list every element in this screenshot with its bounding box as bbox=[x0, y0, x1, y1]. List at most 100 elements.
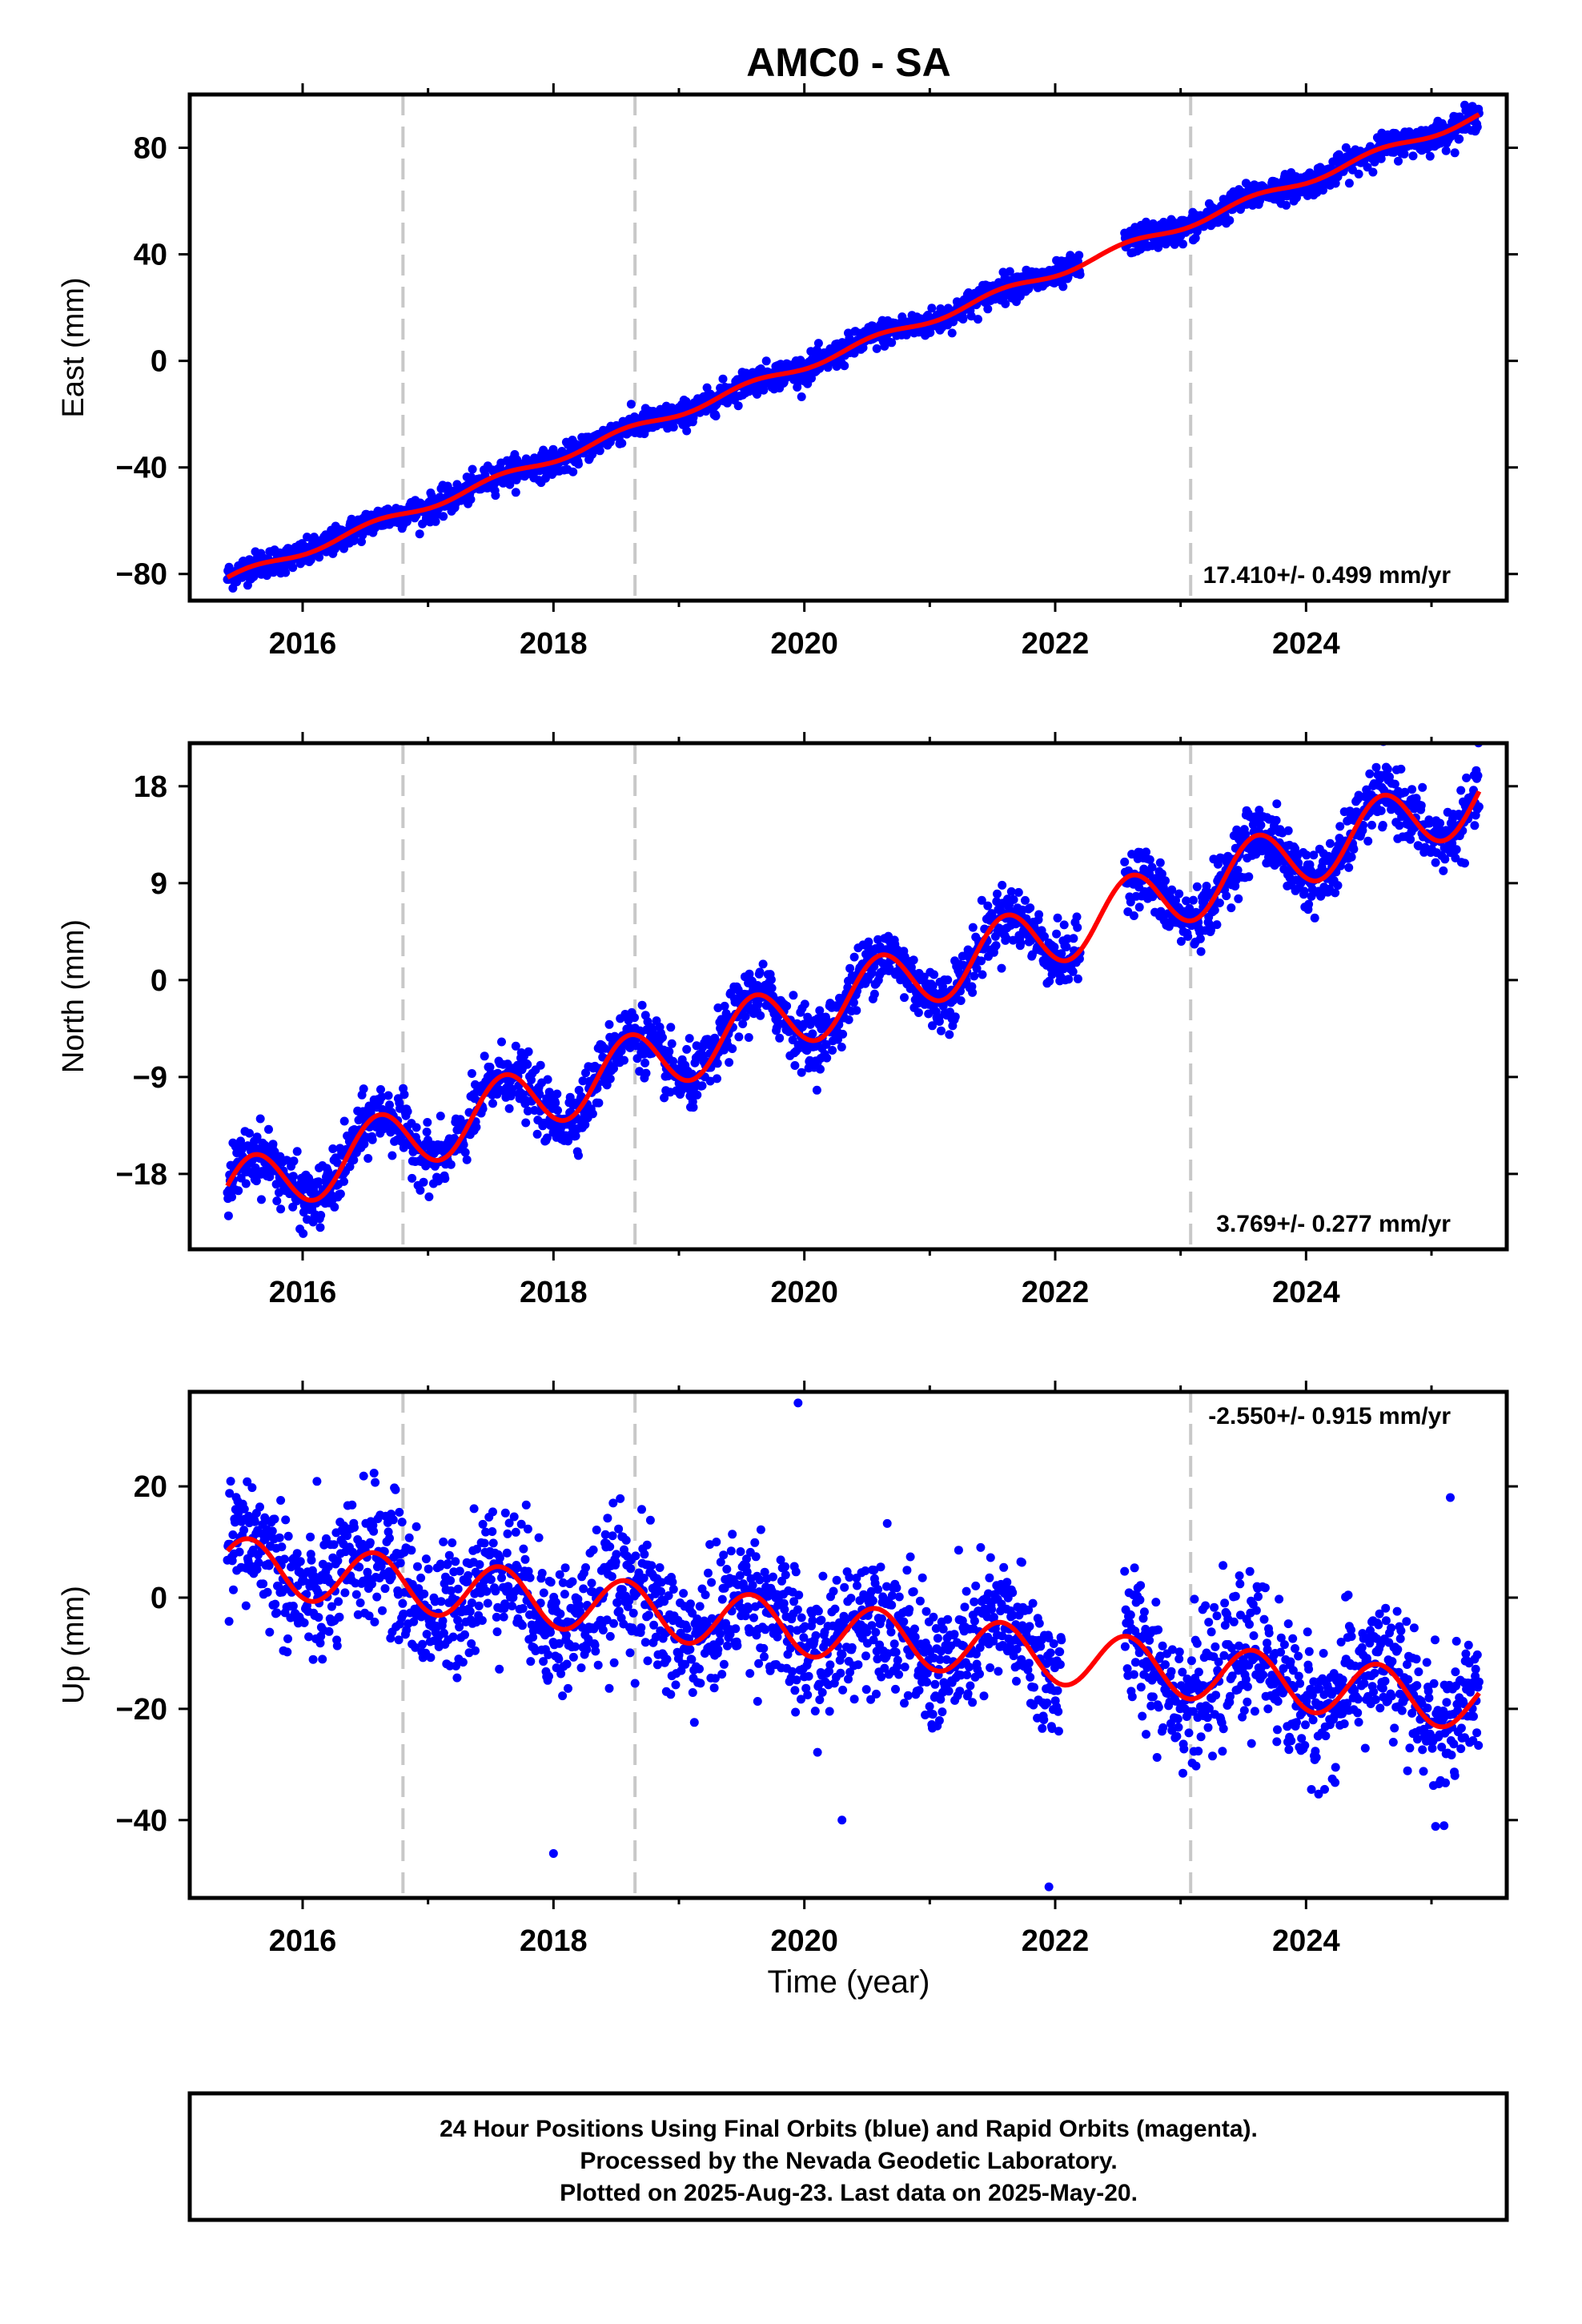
up-data-point bbox=[247, 1483, 257, 1493]
up-data-point bbox=[475, 1560, 484, 1570]
up-data-point bbox=[465, 1606, 475, 1616]
east-data-point bbox=[511, 488, 520, 497]
east-data-point bbox=[1354, 169, 1363, 179]
east-data-point bbox=[761, 356, 771, 366]
north-data-point bbox=[1416, 801, 1426, 810]
north-data-point bbox=[223, 1211, 233, 1220]
north-x-tick-label: 2016 bbox=[269, 1276, 337, 1309]
up-data-point bbox=[229, 1585, 238, 1594]
up-data-point bbox=[292, 1549, 302, 1558]
north-data-point bbox=[1174, 889, 1184, 899]
north-data-point bbox=[288, 1172, 298, 1181]
north-data-point bbox=[1335, 822, 1345, 831]
up-data-point bbox=[267, 1526, 277, 1536]
up-data-point bbox=[399, 1609, 408, 1618]
north-data-point bbox=[1212, 920, 1222, 930]
north-data-point bbox=[1182, 896, 1191, 906]
north-data-point bbox=[1256, 820, 1266, 830]
north-data-point bbox=[782, 1001, 792, 1011]
east-data-point bbox=[1455, 135, 1464, 143]
up-data-point bbox=[371, 1478, 380, 1487]
up-data-point bbox=[254, 1558, 263, 1567]
east-data-point bbox=[1191, 233, 1200, 243]
up-data-point bbox=[365, 1538, 375, 1547]
north-data-point bbox=[968, 923, 978, 932]
up-data-point bbox=[422, 1630, 432, 1639]
east-data-point bbox=[840, 361, 849, 371]
north-data-point bbox=[609, 1063, 618, 1073]
north-model-line bbox=[225, 790, 1482, 1203]
up-data-point bbox=[304, 1632, 314, 1642]
up-data-point bbox=[453, 1615, 463, 1625]
north-data-point bbox=[983, 901, 993, 911]
up-data-point bbox=[227, 1556, 237, 1566]
north-data-point bbox=[693, 1090, 702, 1100]
up-data-point bbox=[492, 1627, 502, 1637]
north-data-point bbox=[789, 991, 798, 1000]
north-data-point bbox=[1452, 845, 1461, 854]
north-data-point bbox=[553, 1106, 562, 1115]
north-data-point bbox=[756, 1011, 765, 1020]
north-data-point bbox=[1026, 903, 1035, 913]
north-data-point bbox=[316, 1211, 326, 1220]
up-data-point bbox=[455, 1566, 464, 1576]
north-data-point bbox=[1176, 937, 1186, 946]
east-data-point bbox=[1472, 123, 1482, 132]
up-data-point bbox=[492, 1612, 501, 1622]
up-data-point bbox=[413, 1562, 422, 1571]
north-data-point bbox=[472, 1123, 481, 1132]
north-data-point bbox=[264, 1124, 273, 1134]
north-y-tick-label: 9 bbox=[151, 867, 167, 901]
north-data-point bbox=[641, 1068, 651, 1078]
north-data-point bbox=[241, 1179, 251, 1188]
north-data-point bbox=[797, 1068, 806, 1077]
up-data-point bbox=[472, 1544, 482, 1554]
north-data-point bbox=[945, 1030, 954, 1039]
east-data-point bbox=[402, 517, 412, 526]
up-data-point bbox=[295, 1557, 305, 1566]
up-data-point bbox=[467, 1639, 476, 1648]
north-data-point bbox=[1064, 975, 1074, 984]
up-data-point bbox=[241, 1601, 251, 1610]
up-data-point bbox=[332, 1641, 342, 1651]
east-data-point bbox=[947, 328, 957, 338]
east-velocity-label: 17.410+/- 0.499 mm/yr bbox=[1203, 562, 1452, 589]
north-data-point bbox=[635, 1067, 644, 1076]
up-data-point bbox=[347, 1500, 357, 1510]
north-data-point bbox=[1347, 852, 1356, 862]
up-data-point bbox=[277, 1542, 287, 1552]
north-data-point bbox=[685, 1034, 694, 1043]
up-data-point bbox=[340, 1588, 350, 1598]
north-data-point bbox=[1271, 815, 1281, 825]
north-data-point bbox=[1183, 931, 1193, 941]
up-data-point bbox=[455, 1622, 464, 1632]
north-data-point bbox=[387, 1151, 397, 1160]
east-data-point bbox=[1450, 148, 1460, 158]
north-data-point bbox=[412, 1123, 421, 1132]
north-data-point bbox=[276, 1204, 286, 1214]
up-data-point bbox=[370, 1617, 379, 1626]
up-data-point bbox=[314, 1613, 323, 1622]
east-data-point bbox=[966, 312, 976, 321]
east-data-point bbox=[303, 533, 311, 542]
east-data-point bbox=[626, 400, 636, 409]
east-data-point bbox=[466, 495, 476, 505]
north-data-point bbox=[849, 998, 858, 1007]
east-data-point bbox=[1334, 150, 1343, 159]
north-data-point bbox=[790, 1061, 800, 1070]
north-data-point bbox=[1215, 899, 1224, 907]
east-data-point bbox=[711, 412, 721, 420]
up-data-point bbox=[488, 1538, 498, 1548]
up-data-point bbox=[308, 1655, 318, 1664]
north-data-point bbox=[1158, 883, 1168, 893]
figure-title: AMC0 - SA bbox=[746, 40, 951, 85]
up-data-point bbox=[478, 1519, 488, 1529]
up-data-point bbox=[436, 1559, 445, 1569]
north-data-point bbox=[1283, 826, 1293, 835]
north-data-point bbox=[535, 1089, 544, 1099]
up-data-point bbox=[391, 1485, 400, 1494]
up-data-point bbox=[323, 1562, 333, 1571]
up-data-point bbox=[299, 1618, 309, 1627]
up-data-point bbox=[259, 1579, 268, 1589]
